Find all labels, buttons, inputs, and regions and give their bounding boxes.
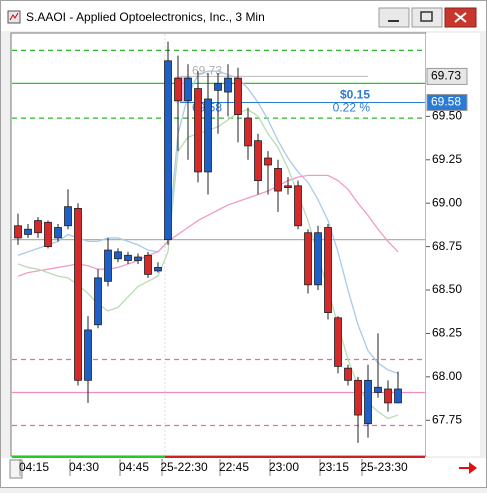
candle-body [314,232,322,286]
candle-body [84,329,92,381]
candle-body [294,185,302,227]
y-tick-label: 69.00 [432,195,462,209]
candle-body [114,251,122,260]
candle-body [214,82,222,91]
candle-body [44,221,52,248]
x-tick-label: 04:15 [19,460,49,474]
candle-body [194,88,202,173]
candle-body [204,98,212,173]
candle-body [74,207,82,381]
maximize-button[interactable] [411,7,443,28]
price-tag [426,93,468,111]
candle-body [354,379,362,416]
y-tick-label: 68.50 [432,282,462,296]
candle-body [94,277,102,326]
x-tick-label: 25-23:30 [360,460,408,474]
candle-body [364,379,372,425]
time-axis [1,458,486,487]
candle-body [24,228,32,235]
measure-change: $0.15 [340,88,370,102]
candle-body [384,388,392,404]
candle-body [34,220,42,234]
window-title: S.AAOI - Applied Optoelectronics, Inc., … [26,10,265,24]
candle-body [234,77,242,116]
y-tick-label: 68.00 [432,369,462,383]
y-tick-label: 68.25 [432,326,462,340]
candle-body [14,225,22,239]
candle-body [104,249,112,282]
candle-body [244,117,252,147]
candle-body [144,254,152,275]
x-tick-label: 23:15 [319,460,349,474]
scroll-thumb[interactable] [9,459,23,479]
candle-body [224,77,232,93]
price-tag-label: 69.73 [431,69,461,83]
candle-body [324,227,332,313]
candle-body [394,388,402,404]
candle-body [344,367,352,381]
candle-body [64,206,72,227]
candle-body [254,140,262,182]
y-tick-label: 68.75 [432,239,462,253]
measure-percent: 0.22 % [333,101,371,115]
candle-body [334,317,342,367]
candle-body [134,256,142,261]
y-tick-label: 69.50 [432,109,462,123]
candle-body [164,60,172,241]
candle-body [264,157,272,166]
price-tag-label: 69.58 [431,95,461,109]
candle-body [124,254,132,261]
minimize-button[interactable] [378,7,410,28]
close-button[interactable] [444,7,477,28]
candle-body [284,185,292,188]
candle-body [374,386,382,393]
candle-body [174,77,182,102]
y-tick-label: 67.75 [432,412,462,426]
app-icon-glyph [9,12,19,21]
x-tick-label: 22:45 [219,460,249,474]
candle-body [184,77,192,102]
candle-body [154,267,162,272]
x-tick-label: 23:00 [269,460,299,474]
x-tick-label: 04:30 [69,460,99,474]
plot: 69.50 69.25 69.00 68.75 68.50 68.25 68.00 67.75… [12,41,468,443]
candle-body [54,227,62,239]
price-tag [426,67,468,85]
x-tick-label: 25-22:30 [160,460,208,474]
candle-body [304,232,312,286]
scroll-right-arrow[interactable] [459,462,477,474]
measure-from-label: 69.73 [192,64,222,78]
candle-body [274,168,282,192]
x-tick-label: 04:45 [119,460,149,474]
y-tick-label: 69.25 [432,152,462,166]
